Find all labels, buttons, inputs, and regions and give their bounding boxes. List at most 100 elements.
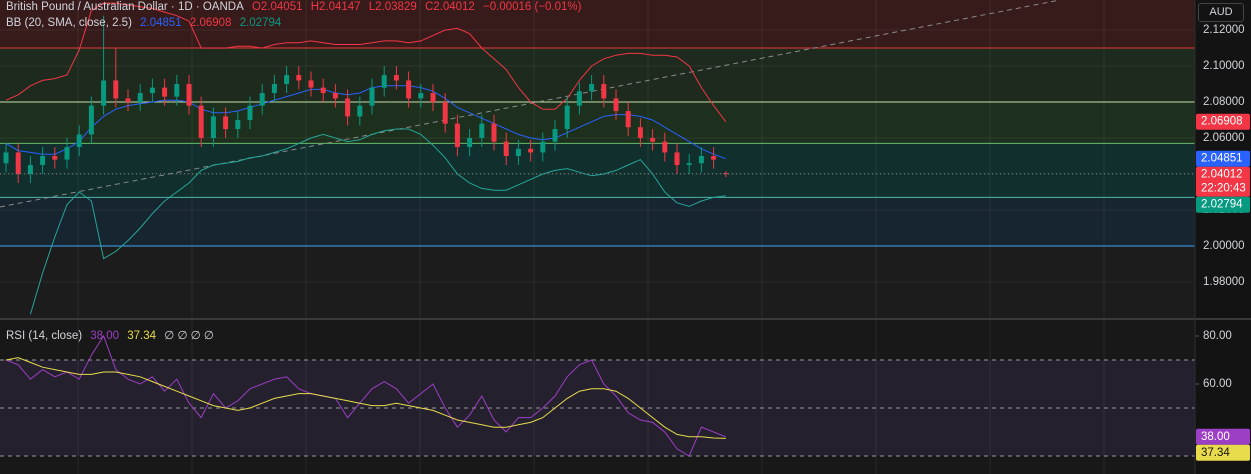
currency-button[interactable]: AUD	[1198, 3, 1244, 22]
candle-body	[625, 111, 631, 128]
price-tag-time: 22:20:43	[1201, 183, 1246, 195]
rsi-extra: ∅ ∅ ∅ ∅	[164, 330, 214, 342]
indicator-name: BB (20, SMA, close, 2.5)	[6, 17, 132, 29]
candle-body	[320, 87, 326, 94]
candle-body	[650, 138, 656, 142]
zone	[0, 246, 1195, 318]
candle-body	[259, 93, 265, 106]
price-tag	[1196, 113, 1250, 130]
price-tag-label: 38.00	[1201, 431, 1230, 443]
candle-body	[467, 138, 473, 148]
candle-body	[332, 93, 338, 99]
bb-line	[5, 2, 727, 123]
candle-body	[52, 156, 58, 160]
candle-body	[137, 93, 143, 103]
candle-body	[76, 134, 82, 148]
candle-body	[198, 105, 204, 139]
symbol: British Pound / Australian Dollar · 1D ·…	[6, 1, 244, 13]
candle-body	[601, 84, 607, 99]
price-tag-label: 2.04851	[1201, 153, 1243, 165]
y-tick-label: 80.00	[1203, 330, 1232, 342]
price-tag-label: 37.34	[1201, 447, 1230, 459]
candle-body	[393, 75, 399, 81]
ohlc-high: H2.04147	[310, 1, 361, 13]
candle-body	[503, 141, 509, 157]
candle-body	[589, 84, 595, 92]
candle-body	[540, 141, 546, 153]
price-tag	[1196, 196, 1250, 213]
candle-body	[308, 80, 314, 88]
candle-body	[515, 148, 521, 157]
candle-body	[3, 152, 9, 164]
candle-body	[479, 123, 485, 139]
header-legend: British Pound / Australian Dollar · 1D ·…	[6, 1, 586, 13]
candle-body	[686, 163, 692, 166]
price-tag-label: 2.04012	[1201, 169, 1243, 181]
candle-body	[223, 116, 229, 130]
zone	[0, 143, 1195, 198]
candle-body	[40, 156, 46, 166]
candle-body	[613, 98, 619, 112]
rsi-legend: RSI (14, close) 38.00 37.34 ∅ ∅ ∅ ∅	[6, 328, 219, 342]
candle-body	[442, 102, 448, 124]
candle-body	[552, 129, 558, 142]
y-tick-label: 2.06000	[1203, 132, 1245, 144]
ohlc-open: O2.04051	[251, 1, 303, 13]
candle-body	[357, 105, 363, 117]
candle-body	[174, 84, 180, 97]
candle-body	[723, 173, 729, 175]
panel-bg	[0, 320, 1195, 474]
candle-body	[162, 87, 168, 97]
candle-body	[528, 148, 534, 153]
candle-body	[381, 75, 387, 88]
price-tag	[1196, 444, 1250, 461]
rsi-ma-value: 37.34	[127, 330, 157, 342]
candle-body	[345, 98, 351, 117]
candle-body	[454, 123, 460, 148]
y-tick-label: 2.12000	[1203, 24, 1245, 36]
change: −0.00016 (−0.01%)	[483, 1, 582, 13]
candle-body	[698, 156, 704, 164]
bb-lower-value: 2.02794	[239, 17, 282, 29]
candle-body	[491, 123, 497, 142]
candle-body	[247, 105, 253, 121]
candle-body	[674, 152, 680, 166]
candle-body	[101, 80, 107, 106]
candle-body	[284, 75, 290, 85]
price-tag	[1196, 166, 1250, 197]
y-tick-label: 2.10000	[1203, 60, 1245, 72]
zone	[0, 0, 1195, 49]
candle-body	[564, 105, 570, 130]
y-tick-label: 60.00	[1203, 378, 1232, 390]
candle-body	[149, 87, 155, 94]
candle-body	[637, 127, 643, 139]
price-tag	[1196, 428, 1250, 445]
ohlc-low: L2.03829	[368, 1, 417, 13]
candle-body	[27, 165, 33, 175]
candle-body	[15, 152, 21, 175]
candle-body	[235, 120, 241, 130]
candle-body	[406, 80, 412, 99]
candle-body	[576, 91, 582, 106]
candle-body	[64, 147, 70, 160]
zone	[0, 48, 1195, 103]
bb-line	[5, 85, 726, 160]
bb-legend: BB (20, SMA, close, 2.5) 2.04851 2.06908…	[6, 17, 286, 29]
candle-body	[113, 80, 119, 99]
rsi-line	[5, 357, 726, 439]
price-tag-label: 2.02794	[1201, 199, 1243, 211]
candle-body	[662, 141, 668, 153]
bb-basis-value: 2.04851	[140, 17, 182, 29]
candle-body	[186, 84, 192, 106]
y-tick-label: 2.08000	[1203, 96, 1245, 108]
candle-body	[210, 116, 216, 139]
price-tag-label: 2.06908	[1201, 116, 1243, 128]
candle-body	[711, 156, 717, 160]
zone	[0, 197, 1195, 247]
candle-body	[418, 93, 424, 99]
candle-body	[430, 93, 436, 103]
ohlc-close: C2.04012	[424, 1, 475, 13]
price-axis-bg	[1195, 0, 1251, 474]
